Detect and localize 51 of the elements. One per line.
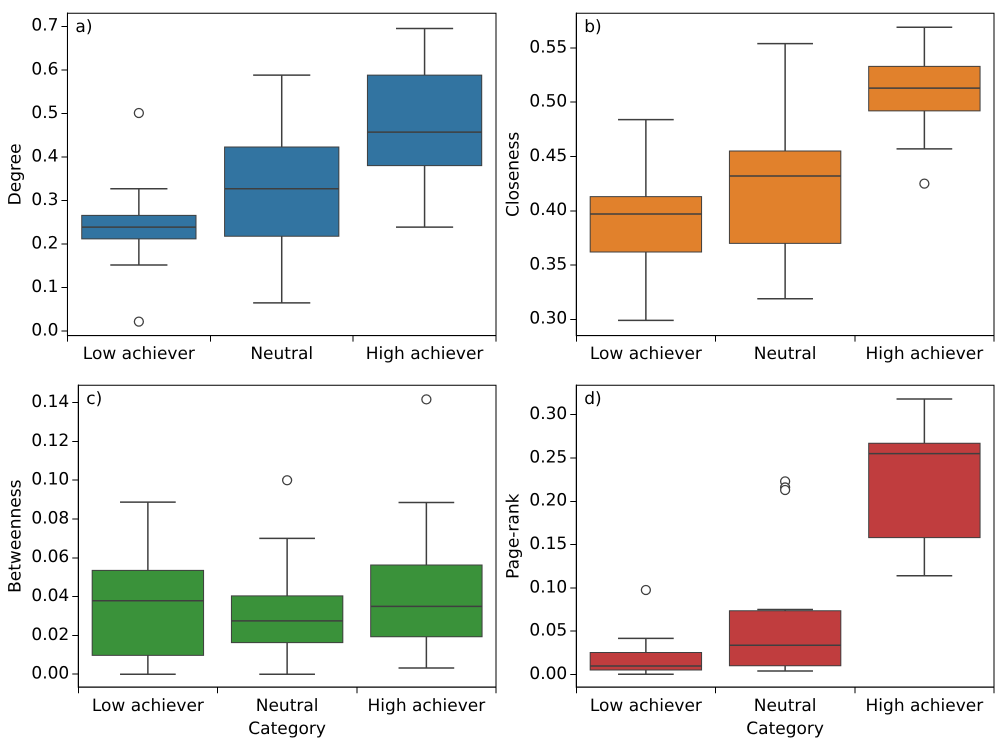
y-tick-label: 0.02 xyxy=(31,624,70,645)
x-axis-title: Category xyxy=(248,719,326,740)
x-tick-label: High achiever xyxy=(866,344,984,364)
y-tick-label: 0.08 xyxy=(31,508,70,528)
y-tick-label: 0.00 xyxy=(529,664,568,684)
y-tick-label: 0.45 xyxy=(529,146,568,166)
x-tick-label: High achiever xyxy=(368,696,486,716)
y-tick-label: 0.50 xyxy=(529,92,568,112)
y-tick-label: 0.25 xyxy=(529,447,568,468)
y-tick-label: 0.5 xyxy=(31,102,58,123)
y-tick-label: 0.00 xyxy=(31,664,70,684)
y-tick-label: 0.30 xyxy=(529,404,568,424)
x-tick-label: High achiever xyxy=(366,344,484,364)
y-tick-label: 0.2 xyxy=(31,234,58,254)
y-tick-label: 0.30 xyxy=(529,308,568,329)
x-tick-label: Neutral xyxy=(754,696,816,716)
y-tick-label: 0.35 xyxy=(529,254,568,274)
x-tick-label: Low achiever xyxy=(92,696,204,716)
y-tick-label: 0.20 xyxy=(529,490,568,511)
y-tick-label: 0.4 xyxy=(31,146,58,166)
annotation: b) xyxy=(584,17,602,38)
y-tick-label: 0.40 xyxy=(529,200,568,220)
y-axis-title: Page-rank xyxy=(504,493,524,579)
x-tick-label: Low achiever xyxy=(590,344,702,364)
y-tick-label: 0.04 xyxy=(31,586,70,606)
x-tick-label: Neutral xyxy=(754,344,816,364)
y-tick-label: 0.05 xyxy=(529,620,568,641)
annotation: c) xyxy=(86,389,102,410)
y-tick-label: 0.6 xyxy=(31,59,58,80)
y-tick-label: 0.10 xyxy=(31,470,70,490)
y-tick-label: 0.06 xyxy=(31,547,70,568)
x-axis-title: Category xyxy=(746,719,824,740)
y-tick-label: 0.12 xyxy=(31,430,70,451)
y-tick-label: 0.1 xyxy=(31,277,58,298)
y-axis-title: Betweenness xyxy=(6,479,26,593)
x-tick-label: Low achiever xyxy=(590,696,702,716)
annotation: d) xyxy=(584,389,602,410)
y-tick-label: 0.3 xyxy=(31,190,58,210)
y-tick-label: 0.10 xyxy=(529,577,568,598)
x-tick-label: Neutral xyxy=(256,696,318,716)
x-tick-label: Neutral xyxy=(250,344,314,364)
x-tick-label: Low achiever xyxy=(82,344,195,364)
y-tick-label: 0.7 xyxy=(31,16,58,36)
x-tick-label: High achiever xyxy=(866,696,984,716)
annotation: a) xyxy=(75,17,92,38)
y-tick-label: 0.55 xyxy=(529,37,568,58)
y-tick-label: 0.14 xyxy=(31,392,70,412)
y-axis-title: Degree xyxy=(6,143,26,206)
y-tick-label: 0.0 xyxy=(31,320,58,341)
y-axis-title: Closeness xyxy=(504,132,524,218)
y-tick-label: 0.15 xyxy=(529,534,568,554)
